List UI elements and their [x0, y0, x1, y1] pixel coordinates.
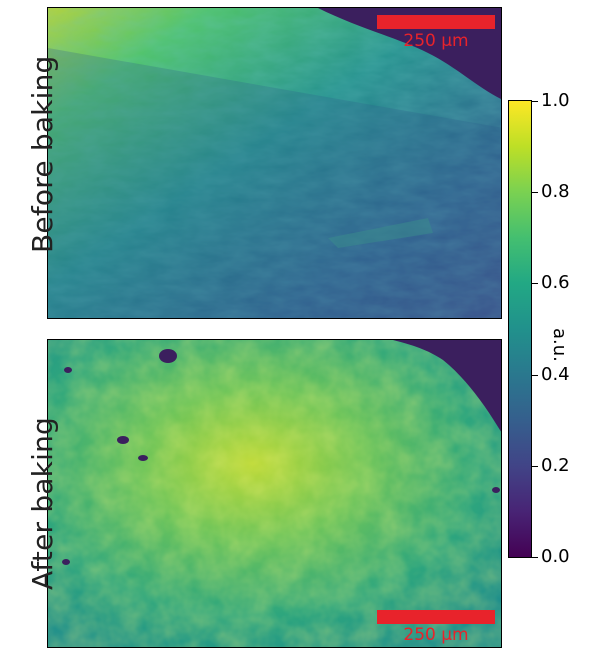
- colorbar-tick-mark: [532, 283, 538, 285]
- colorbar-tick-mark: [532, 374, 538, 376]
- colorbar-tick-mark: [532, 557, 538, 558]
- panel-label-before: Before baking: [26, 55, 59, 254]
- image-panel-before: [47, 7, 502, 319]
- colorbar-tick-label: 0.6: [541, 272, 570, 294]
- colorbar-tick-label: 0.8: [541, 181, 570, 203]
- colorbar-tick-label: 0.2: [541, 454, 570, 476]
- colorbar-tick-label: 1.0: [541, 90, 570, 111]
- after-baking-map: [48, 340, 501, 647]
- before-baking-map: [48, 8, 501, 318]
- colorbar-title: a.u.: [549, 328, 570, 362]
- panel-label-after: After baking: [26, 417, 59, 590]
- scale-bar-before: [377, 15, 495, 29]
- colorbar-tick-mark: [532, 101, 538, 102]
- colorbar-tick-label: 0.0: [541, 546, 570, 567]
- scale-bar-label-before: 250 µm: [403, 31, 469, 51]
- colorbar: [508, 100, 532, 558]
- image-panel-after: [47, 339, 502, 648]
- scale-bar-label-after: 250 µm: [403, 625, 469, 645]
- colorbar-tick-label: 0.4: [541, 363, 570, 385]
- colorbar-tick-mark: [532, 465, 538, 467]
- colorbar-tick-mark: [532, 192, 538, 194]
- scale-bar-after: [377, 610, 495, 624]
